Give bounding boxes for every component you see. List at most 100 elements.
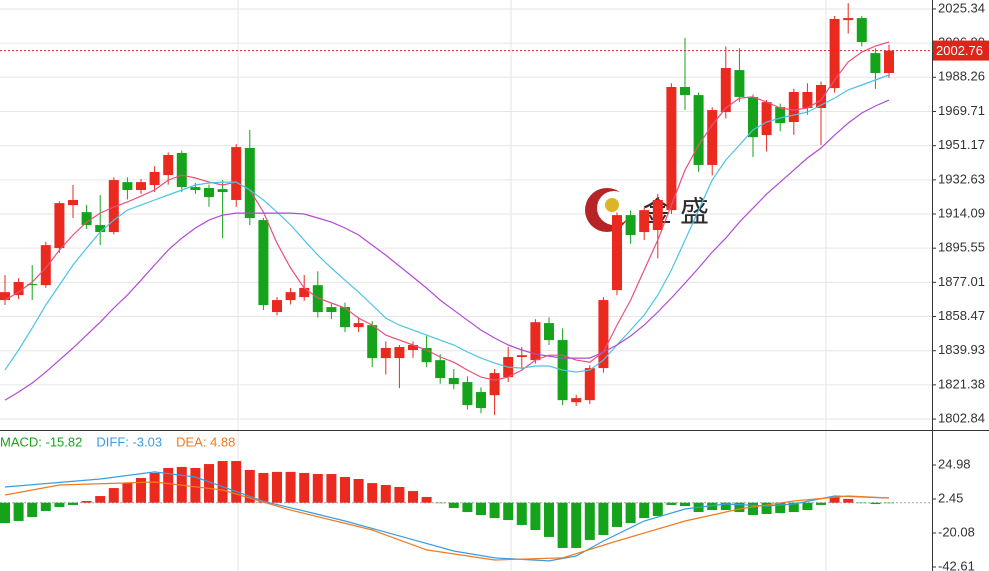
candle-body: [856, 18, 867, 43]
macd-bar: [516, 502, 527, 526]
macd-bar: [802, 502, 813, 511]
macd-bar: [680, 502, 690, 507]
candle-body: [81, 212, 92, 226]
candle-body: [27, 284, 38, 286]
macd-bar: [394, 486, 405, 503]
macd-bar: [748, 502, 758, 516]
macd-bar: [843, 498, 854, 503]
y-tick-label: 1914.09: [938, 205, 985, 220]
candle-body: [326, 307, 337, 313]
candle-body: [108, 180, 119, 233]
macd-bar: [27, 502, 38, 518]
macd-bar: [326, 474, 337, 503]
y-tick-label: 1877.01: [938, 274, 985, 289]
macd-bar: [408, 491, 418, 503]
candle-body: [340, 307, 350, 328]
macd-bar: [272, 471, 282, 503]
y-tick-label: 1969.71: [938, 103, 985, 118]
candle-body: [734, 70, 745, 97]
macd-bar: [421, 496, 432, 503]
macd-bar: [244, 469, 255, 503]
marks-layer: [0, 3, 932, 562]
macd-bar: [652, 502, 663, 516]
candle-body: [136, 182, 146, 191]
candle-body: [95, 225, 106, 233]
candle-body: [40, 245, 51, 286]
macd-bar: [81, 501, 92, 503]
macd-bar: [54, 502, 65, 508]
candle-body: [516, 355, 527, 358]
y-tick-label: 1932.63: [938, 171, 985, 186]
candle-body: [584, 368, 595, 401]
candle-body: [258, 220, 269, 306]
macd-bar: [571, 502, 582, 548]
candle-body: [204, 187, 214, 198]
y-tick-label: -42.61: [938, 558, 975, 571]
candle-body: [462, 382, 473, 406]
macd-bar: [639, 502, 650, 519]
candle-body: [448, 378, 459, 385]
y-tick-label: 1802.84: [938, 410, 985, 425]
macd-bar: [829, 496, 840, 503]
y-tick-label: 1821.38: [938, 376, 985, 391]
candle-body: [843, 18, 854, 21]
candle-body: [367, 325, 378, 359]
macd-bar: [775, 502, 786, 514]
macd-bar: [122, 483, 133, 503]
candle-body: [122, 182, 133, 191]
macd-bar: [190, 467, 201, 503]
candle-body: [598, 300, 609, 369]
candle-body: [612, 215, 622, 291]
macd-bar: [95, 496, 106, 503]
candle-body: [149, 171, 160, 186]
moving-average-line: [4, 99, 890, 401]
candle-body: [272, 300, 282, 313]
y-tick-label: 1895.55: [938, 240, 985, 255]
y-tick-label: 1858.47: [938, 308, 985, 323]
current-price-label: 2002.76: [936, 43, 983, 58]
macd-bar: [734, 502, 745, 513]
candle-body: [652, 199, 663, 231]
macd-bar: [13, 502, 24, 521]
macd-bar: [204, 464, 214, 503]
candle-body: [0, 292, 10, 301]
macd-bar: [884, 502, 894, 504]
legend-entry: MACD: -15.82: [0, 434, 82, 449]
macd-bar: [476, 502, 486, 516]
macd-bar: [285, 471, 296, 503]
candle-body: [476, 392, 486, 409]
macd-bar: [584, 502, 595, 540]
candle-body: [421, 347, 432, 363]
macd-bar: [503, 502, 514, 521]
y-tick-label: 1988.26: [938, 69, 985, 84]
logo-ball: [605, 198, 619, 212]
macd-bar: [367, 483, 378, 503]
macd-bar: [788, 502, 799, 513]
candle-body: [639, 210, 650, 233]
candle-body: [802, 91, 813, 109]
candle-body: [353, 323, 364, 328]
candle-body: [163, 155, 174, 176]
current-price-box: [933, 40, 989, 61]
legend-entry: DIFF: -3.03: [96, 434, 162, 449]
macd-bar: [258, 472, 269, 503]
moving-average-line: [4, 74, 890, 373]
macd-bar: [163, 467, 174, 503]
macd-bar: [557, 502, 568, 548]
macd-bar: [217, 461, 228, 503]
candle-body: [761, 102, 772, 136]
candle-body: [380, 347, 391, 359]
y-tick-label: -20.08: [938, 524, 975, 539]
y-tick-label: 24.98: [938, 456, 971, 471]
macd-bar: [530, 502, 541, 531]
macd-bar: [707, 502, 718, 511]
candle-body: [394, 347, 405, 359]
macd-bar: [598, 502, 609, 535]
moving-average-line: [4, 41, 890, 381]
candle-body: [693, 95, 704, 165]
candle-body: [544, 323, 554, 341]
y-tick-label: 1839.93: [938, 342, 985, 357]
macd-bar: [870, 502, 881, 505]
candle-body: [176, 152, 187, 188]
